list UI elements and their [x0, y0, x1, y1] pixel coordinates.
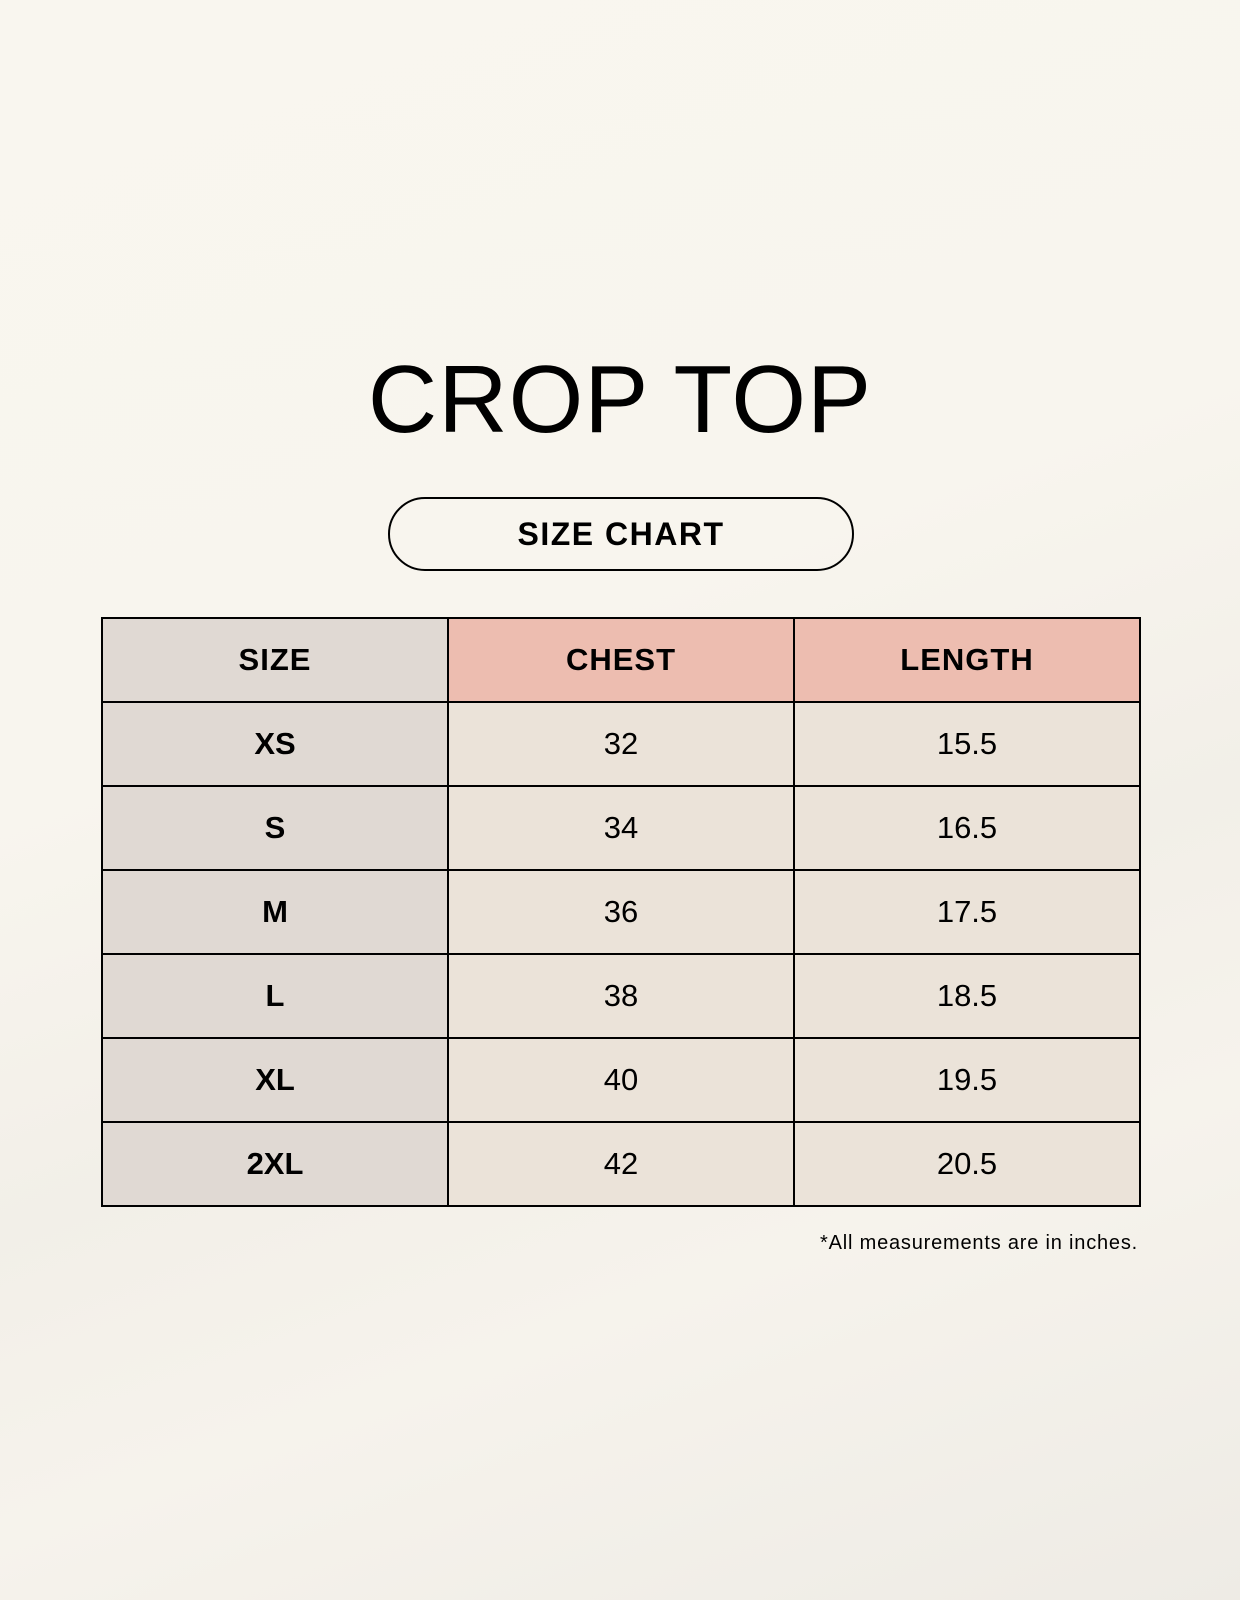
- table-row: 2XL 42 20.5: [101, 1121, 1141, 1207]
- header-chest: CHEST: [447, 617, 795, 703]
- cell-length: 20.5: [793, 1121, 1141, 1207]
- cell-size: 2XL: [101, 1121, 449, 1207]
- cell-chest: 32: [447, 701, 795, 787]
- cell-length: 17.5: [793, 869, 1141, 955]
- size-chart-badge: SIZE CHART: [388, 497, 854, 571]
- cell-size: XL: [101, 1037, 449, 1123]
- cell-length: 18.5: [793, 953, 1141, 1039]
- header-size: SIZE: [101, 617, 449, 703]
- header-length: LENGTH: [793, 617, 1141, 703]
- cell-length: 15.5: [793, 701, 1141, 787]
- cell-size: S: [101, 785, 449, 871]
- cell-chest: 40: [447, 1037, 795, 1123]
- cell-chest: 38: [447, 953, 795, 1039]
- table-row: XS 32 15.5: [101, 701, 1141, 787]
- table-row: M 36 17.5: [101, 869, 1141, 955]
- table-row: S 34 16.5: [101, 785, 1141, 871]
- cell-size: XS: [101, 701, 449, 787]
- table-row: XL 40 19.5: [101, 1037, 1141, 1123]
- table-header-row: SIZE CHEST LENGTH: [101, 617, 1141, 703]
- cell-size: M: [101, 869, 449, 955]
- page-title: CROP TOP: [367, 346, 873, 453]
- footnote: *All measurements are in inches.: [820, 1232, 1138, 1254]
- cell-chest: 34: [447, 785, 795, 871]
- table-row: L 38 18.5: [101, 953, 1141, 1039]
- cell-size: L: [101, 953, 449, 1039]
- cell-length: 16.5: [793, 785, 1141, 871]
- cell-length: 19.5: [793, 1037, 1141, 1123]
- size-table: SIZE CHEST LENGTH XS 32 15.5 S 34 16.5 M 36 17.5…: [101, 617, 1141, 1207]
- cell-chest: 42: [447, 1121, 795, 1207]
- cell-chest: 36: [447, 869, 795, 955]
